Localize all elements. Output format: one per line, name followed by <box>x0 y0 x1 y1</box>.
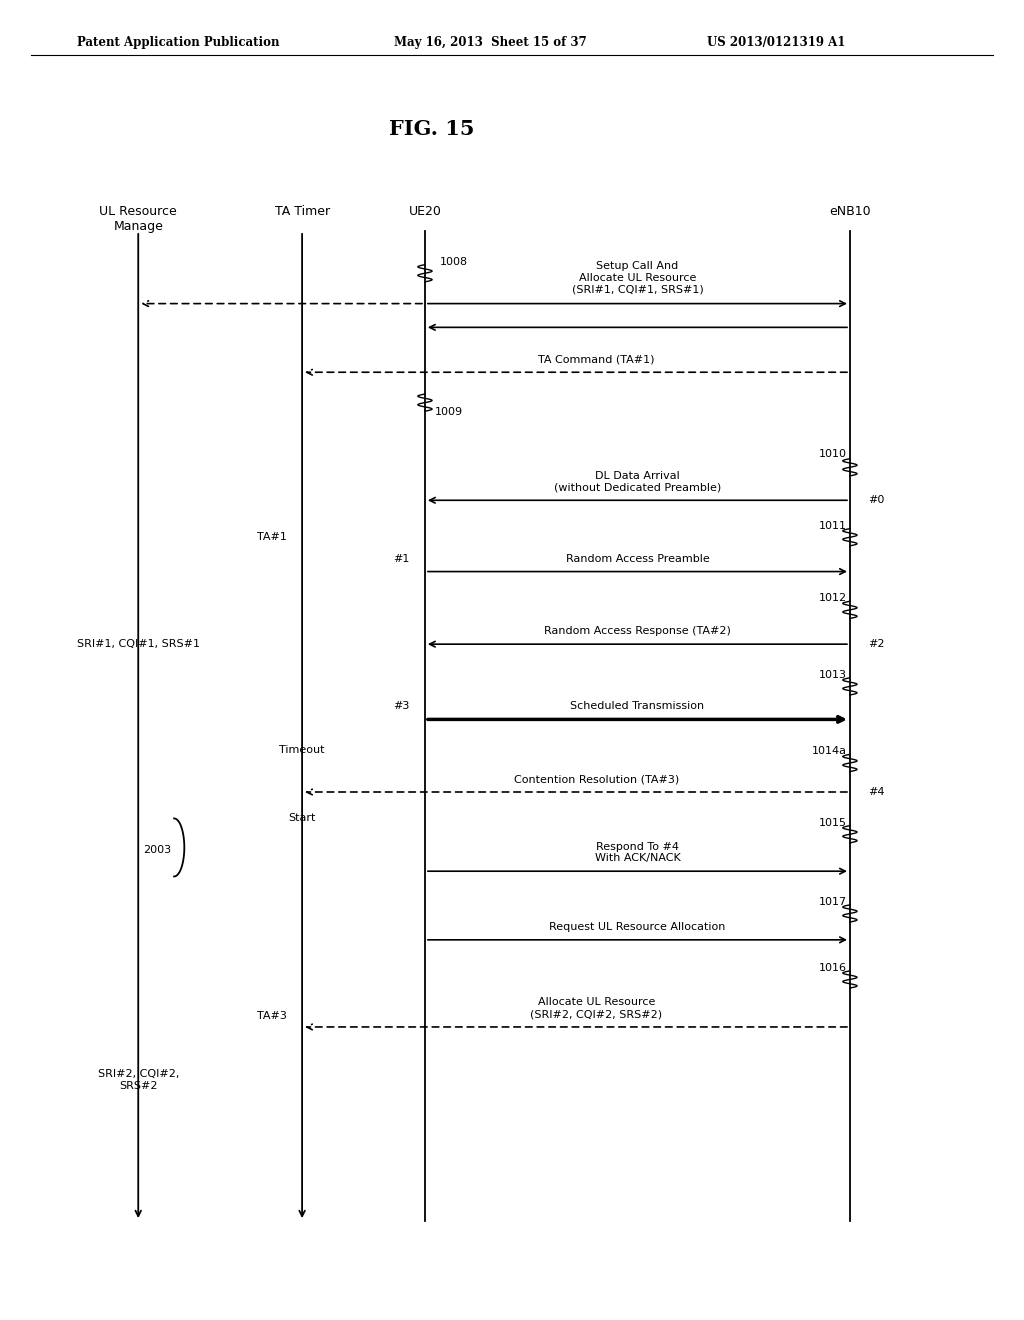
Text: 1015: 1015 <box>819 817 847 828</box>
Text: #0: #0 <box>868 495 885 506</box>
Text: UE20: UE20 <box>409 205 441 218</box>
Text: Random Access Response (TA#2): Random Access Response (TA#2) <box>544 626 731 636</box>
Text: TA#1: TA#1 <box>257 532 287 543</box>
Text: #1: #1 <box>393 553 410 564</box>
Text: Timeout: Timeout <box>280 744 325 755</box>
Text: eNB10: eNB10 <box>829 205 870 218</box>
Text: Contention Resolution (TA#3): Contention Resolution (TA#3) <box>514 774 679 784</box>
Text: SRI#1, CQI#1, SRS#1: SRI#1, CQI#1, SRS#1 <box>77 639 200 649</box>
Text: TA Timer: TA Timer <box>274 205 330 218</box>
Text: TA#3: TA#3 <box>257 1011 287 1022</box>
Text: Start: Start <box>289 813 315 824</box>
Text: Allocate UL Resource
(SRI#2, CQI#2, SRS#2): Allocate UL Resource (SRI#2, CQI#2, SRS#… <box>530 998 663 1019</box>
Text: Request UL Resource Allocation: Request UL Resource Allocation <box>549 921 726 932</box>
Text: 1010: 1010 <box>819 449 847 459</box>
Text: FIG. 15: FIG. 15 <box>389 119 474 139</box>
Text: 1017: 1017 <box>819 896 847 907</box>
Text: Respond To #4
With ACK/NACK: Respond To #4 With ACK/NACK <box>595 842 680 863</box>
Text: #3: #3 <box>393 701 410 711</box>
Text: TA Command (TA#1): TA Command (TA#1) <box>539 354 654 364</box>
Text: SRI#2, CQI#2,
SRS#2: SRI#2, CQI#2, SRS#2 <box>97 1069 179 1090</box>
Text: 1012: 1012 <box>819 593 847 603</box>
Text: 1016: 1016 <box>819 962 847 973</box>
Text: Random Access Preamble: Random Access Preamble <box>565 553 710 564</box>
Text: #4: #4 <box>868 787 885 797</box>
Text: Scheduled Transmission: Scheduled Transmission <box>570 701 705 711</box>
Text: May 16, 2013  Sheet 15 of 37: May 16, 2013 Sheet 15 of 37 <box>394 36 587 49</box>
Text: #2: #2 <box>868 639 885 649</box>
Text: DL Data Arrival
(without Dedicated Preamble): DL Data Arrival (without Dedicated Pream… <box>554 471 721 492</box>
Text: Patent Application Publication: Patent Application Publication <box>77 36 280 49</box>
Text: 1014a: 1014a <box>812 746 847 756</box>
Text: 2003: 2003 <box>143 845 171 855</box>
Text: Setup Call And
Allocate UL Resource
(SRI#1, CQI#1, SRS#1): Setup Call And Allocate UL Resource (SRI… <box>571 261 703 294</box>
Text: UL Resource
Manage: UL Resource Manage <box>99 205 177 232</box>
Text: 1009: 1009 <box>435 407 463 417</box>
Text: 1008: 1008 <box>440 256 468 267</box>
Text: US 2013/0121319 A1: US 2013/0121319 A1 <box>707 36 845 49</box>
Text: 1011: 1011 <box>819 520 847 531</box>
Text: 1013: 1013 <box>819 669 847 680</box>
